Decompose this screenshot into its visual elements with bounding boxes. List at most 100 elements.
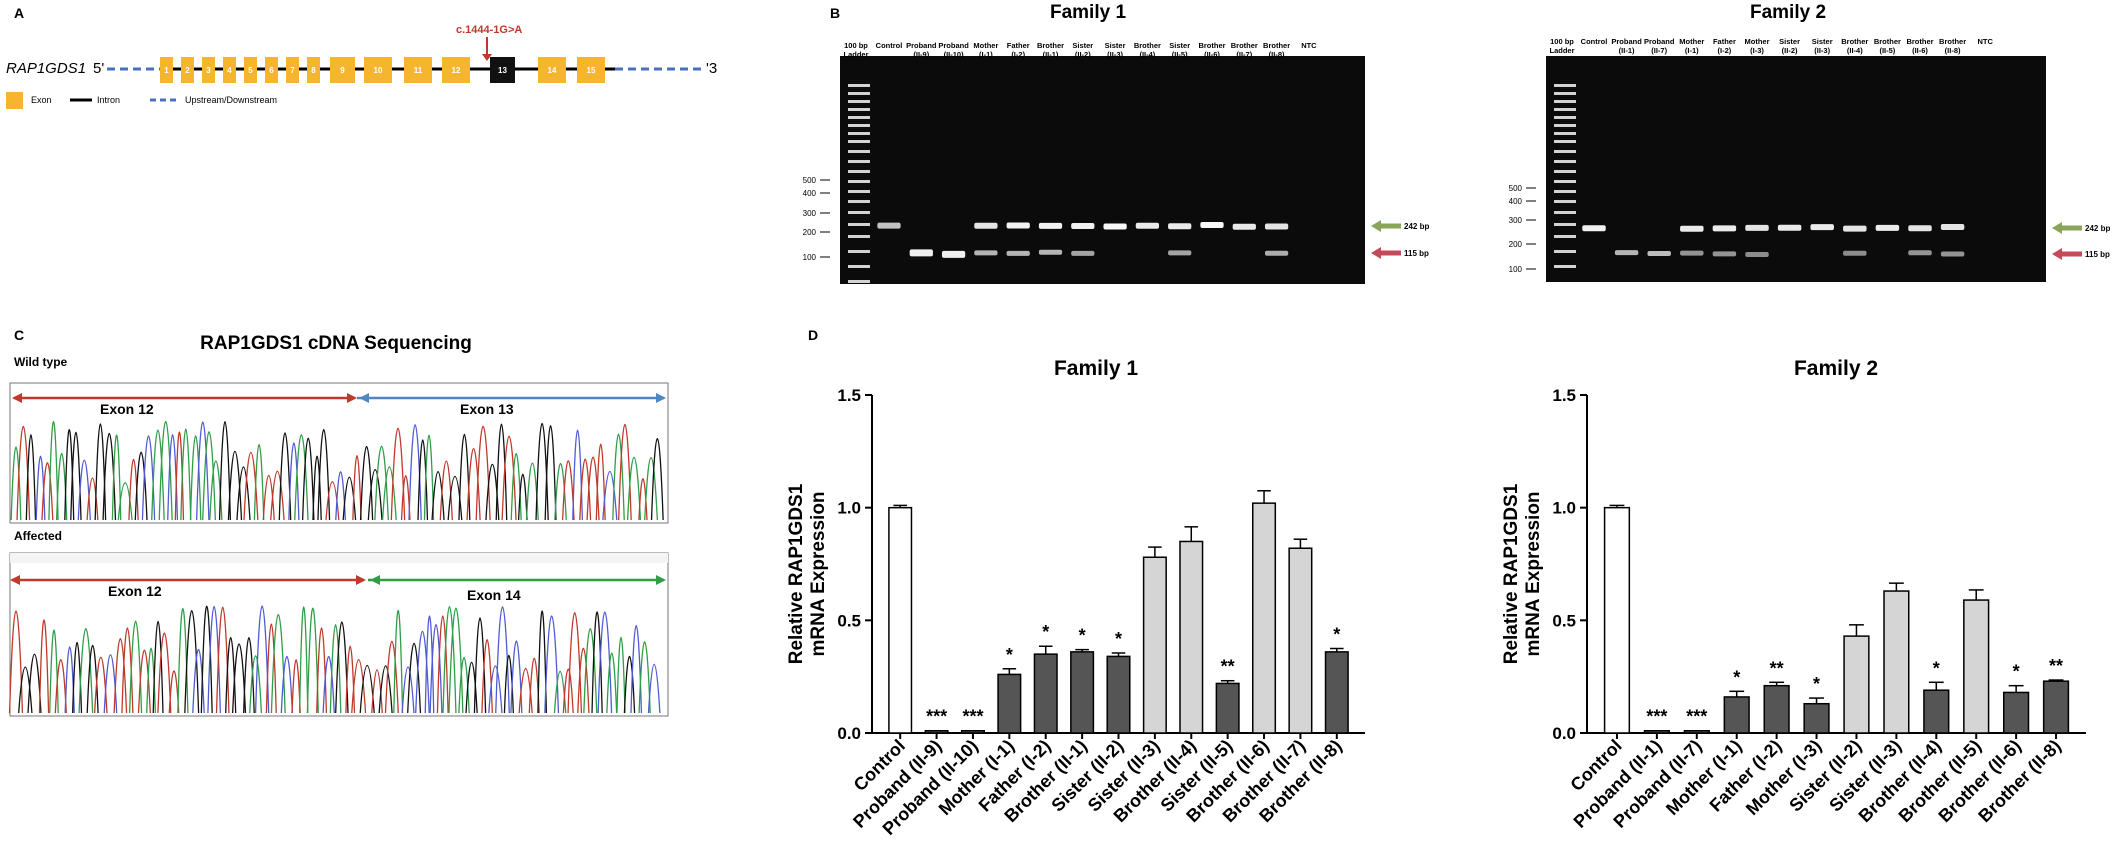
lane-sublabel: (II-2) — [1782, 46, 1798, 55]
wild-type-label: Wild type — [14, 355, 68, 369]
band-115bp — [1647, 251, 1671, 257]
exon-number: 7 — [290, 66, 295, 75]
lane-sublabel: (II-9) — [913, 50, 929, 59]
chromatogram-peak — [602, 470, 618, 521]
band-115bp — [974, 250, 998, 256]
ladder-band — [1554, 100, 1576, 103]
chromatogram-peak — [384, 640, 399, 714]
chromatogram-peak — [591, 611, 603, 714]
band-242bp — [1232, 223, 1256, 230]
lane-sublabel: (II-5) — [1879, 46, 1895, 55]
chromatogram-peak — [322, 656, 335, 714]
exon12-arrow-right — [356, 575, 366, 585]
lane-label: Sister — [1105, 41, 1126, 50]
chromatogram-peak — [595, 443, 606, 521]
significance-marker: *** — [926, 707, 947, 727]
exon12-label: Exon 12 — [100, 401, 154, 417]
chromatogram-peak — [583, 627, 598, 714]
lane-sublabel: (II-10) — [944, 50, 965, 59]
ladder-band — [1554, 235, 1576, 238]
chromatogram-peak — [270, 614, 286, 714]
ladder-band — [848, 265, 870, 268]
lane-sublabel: (II-6) — [1204, 50, 1220, 59]
lane-label: Control — [1581, 37, 1608, 46]
chromatogram-peak — [626, 456, 642, 521]
band-115bp — [1006, 250, 1030, 256]
exon-box — [244, 57, 257, 83]
lane-sublabel: (II-4) — [1139, 50, 1155, 59]
bar — [2042, 680, 2070, 734]
chromatogram-peak — [152, 620, 164, 714]
ladder-band — [848, 150, 870, 153]
y-axis-label: mRNA Expression — [1523, 491, 1544, 656]
exon12-arrow-left — [12, 393, 22, 403]
y-tick-label: 1.0 — [1552, 499, 1576, 518]
band-242bp — [1168, 223, 1192, 230]
chart-title: Family 2 — [1794, 357, 1878, 380]
lane-label: NTC — [1301, 41, 1317, 50]
bar — [1923, 689, 1950, 734]
lane-sublabel: (I-1) — [1685, 46, 1699, 55]
chromatogram-peak — [342, 476, 357, 521]
chromatogram-peak — [218, 421, 232, 521]
lane-sublabel: (II-3) — [1107, 50, 1123, 59]
lane-sublabel: (II-7) — [1236, 50, 1252, 59]
bar — [1252, 502, 1277, 734]
y-tick-label: 0.5 — [1552, 611, 1576, 630]
panel-a-gene-structure: A RAP1GDS1 5' '3 1 2 3 4 5 6 7 8 9 10 11 12 13 14 15 c… — [6, 5, 717, 109]
chromatogram-peak — [407, 642, 422, 714]
ladder-band — [848, 280, 870, 283]
chromatogram-peak — [401, 666, 415, 714]
exon13-arrow-left — [359, 393, 369, 403]
chromatogram-peak — [280, 656, 294, 714]
chromatogram-peak — [78, 627, 94, 714]
band-242bp — [1940, 224, 1965, 231]
bar — [1883, 590, 1910, 734]
band-242bp — [1006, 222, 1030, 229]
bar — [1603, 506, 1631, 734]
band-115bp — [1908, 250, 1932, 256]
y-tick-label: 0.0 — [837, 724, 861, 743]
chromatogram-peak — [458, 433, 471, 521]
band-115bp — [1071, 250, 1095, 256]
ladder-band — [1554, 124, 1576, 127]
gel-image — [840, 56, 1365, 284]
ladder-header: Ladder — [1549, 46, 1574, 55]
bar — [888, 506, 913, 734]
lane-label: Sister — [1779, 37, 1800, 46]
sequencing-title: RAP1GDS1 cDNA Sequencing — [200, 333, 472, 354]
lane-sublabel: (I-2) — [1718, 46, 1732, 55]
exon-box — [265, 57, 278, 83]
exon-box — [286, 57, 299, 83]
exon-box — [181, 57, 194, 83]
mutation-label: c.1444-1G>A — [456, 24, 522, 36]
chromatogram-peak — [562, 668, 574, 714]
band-115bp — [1712, 251, 1737, 257]
exon-box — [330, 57, 355, 83]
gel-image — [1546, 56, 2046, 282]
size-mark-label: 200 — [803, 228, 817, 237]
significance-marker: *** — [1686, 707, 1707, 727]
ladder-band — [1554, 132, 1576, 135]
gene-legend: Exon Intron Upstream/Downstream — [6, 92, 277, 109]
chromatogram-peak — [18, 666, 33, 714]
significance-marker: * — [1733, 667, 1740, 687]
exon-number: 15 — [587, 66, 596, 75]
chromatogram-peak — [291, 659, 301, 714]
lane-label: Mother — [973, 41, 998, 50]
chromatogram-peak — [312, 455, 322, 521]
significance-marker: * — [1042, 622, 1049, 642]
exon-number: 5 — [248, 66, 253, 75]
significance-marker: * — [2013, 662, 2020, 682]
chromatogram-peak — [180, 428, 192, 521]
chromatogram-peak — [265, 623, 277, 714]
chromatogram-peak — [306, 607, 319, 714]
exon-number: 12 — [452, 66, 461, 75]
exon13-label: Exon 13 — [460, 401, 514, 417]
chromatogram-peak — [253, 444, 265, 521]
exon14-label: Exon 14 — [467, 587, 521, 603]
lane-label: Brother — [1841, 37, 1868, 46]
chromatogram-peak — [200, 605, 213, 714]
ladder-band — [848, 124, 870, 127]
